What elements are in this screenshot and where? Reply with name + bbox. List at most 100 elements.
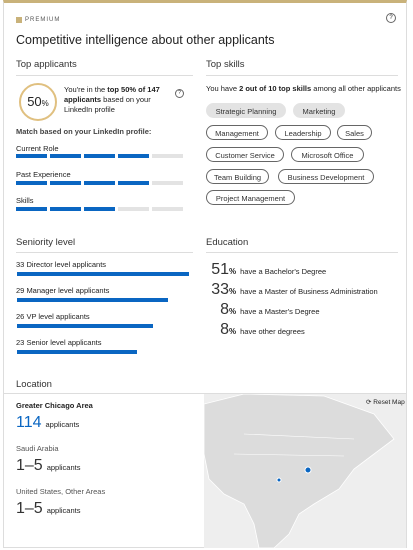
match-label: Past Experience [16,170,71,179]
education-row: 8% have a Master's Degree [208,301,320,321]
match-segment [16,181,47,185]
count: 114 [16,414,42,431]
match-segment [50,207,81,211]
skill-chip-matched: Strategic Planning [206,103,286,118]
education-row: 8% have other degrees [208,321,305,341]
count: 1–5 [16,457,43,474]
seniority-bar [17,298,169,302]
match-segment [118,181,149,185]
seniority-row: 29 Manager level applicants [16,286,109,295]
map-border [233,433,355,457]
badge: PREMIUM [25,17,61,23]
reset-map[interactable]: ⟳ Reset Map [366,399,405,406]
count: 1–5 [16,500,43,517]
location-count: 1–5 applicants [16,456,80,478]
section-heading: Top applicants [16,59,77,70]
count: 26 [16,312,25,321]
section-heading: Education [206,237,249,248]
text: You're in the [64,85,108,94]
match-segment [84,207,115,211]
location-name: Greater Chicago Area [16,401,93,410]
label: Manager level applicants [26,286,110,295]
skill-chip: Management [206,125,268,140]
match-segment [16,207,47,211]
location-name: United States, Other Areas [16,487,106,496]
text: 2 out of 10 top skills [239,84,312,93]
label: Director level applicants [26,260,107,269]
seniority-row: 33 Director level applicants [16,260,106,269]
label: VP level applicants [26,312,90,321]
skill-chip: Project Management [206,190,295,205]
count: 33 [16,260,25,269]
help-icon[interactable]: ? [175,89,184,98]
divider [4,393,406,394]
skill-chip-matched: Marketing [293,103,345,118]
divider [206,75,398,76]
unit: % [229,267,237,276]
map [204,394,406,548]
location-count: 1–5 applicants [16,499,80,521]
skill-chip: Microsoft Office [291,147,364,162]
match-segment [152,207,183,211]
skill-chip: Team Building [206,169,269,184]
map-pin[interactable] [304,466,312,474]
match-label: Current Role [16,144,59,153]
score: 50 [27,94,42,109]
match-segment [118,207,149,211]
text: based on your LinkedIn profile [64,95,151,114]
score-unit: % [41,99,49,108]
seniority-bar [17,350,137,354]
map-pin[interactable] [276,477,282,483]
unit: % [229,327,237,336]
premium-icon [16,17,22,23]
seniority-bar [17,272,189,276]
text: have a Master's Degree [240,307,320,316]
match-segment [118,154,149,158]
seniority-row: 23 Senior level applicants [16,338,101,347]
percent: 8 [220,321,229,338]
unit: % [229,287,237,296]
skill-chip: Business Development [278,169,374,184]
location-name: Saudi Arabia [16,444,59,453]
unit: % [229,307,237,316]
card: PREMIUM ? Competitive intelligence about… [3,0,407,548]
seniority-bar [17,324,153,328]
match-segment [84,154,115,158]
page-title: Competitive intelligence about other app… [16,33,275,47]
match-segment [16,154,47,158]
location-count: 114 applicants [16,413,79,435]
text: You have [206,84,240,93]
count: 29 [16,286,25,295]
section-heading: Top skills [206,59,245,70]
skills-summary: You have 2 out of 10 top skills among al… [206,84,401,93]
section-heading: Location [16,379,52,390]
unit: applicants [46,506,81,515]
count: 23 [16,338,25,347]
match-label: Skills [16,196,34,205]
help-icon[interactable]: ? [386,13,396,23]
unit: applicants [46,463,81,472]
match-segment [84,181,115,185]
text: among all other applicants [311,84,401,93]
divider [16,75,193,76]
match-heading: Match based on your LinkedIn profile: [16,127,152,136]
skill-chip: Leadership [275,125,331,140]
education-row: 51% have a Bachelor's Degree [208,261,326,281]
unit: applicants [45,420,80,429]
text: have a Bachelor's Degree [240,267,327,276]
seniority-row: 26 VP level applicants [16,312,90,321]
match-segment [152,181,183,185]
skill-chip: Sales [337,125,372,140]
text: top 50% of 147 applicants [64,85,160,104]
match-segment [152,154,183,158]
text: have a Master of Business Administration [240,287,378,296]
skill-chip: Customer Service [206,147,284,162]
label: Senior level applicants [26,338,102,347]
divider [206,252,398,253]
percent: 8 [220,301,229,318]
education-row: 33% have a Master of Business Administrat… [208,281,378,301]
match-segment [50,154,81,158]
section-heading: Seniority level [16,237,76,248]
percent: 33 [211,281,229,298]
